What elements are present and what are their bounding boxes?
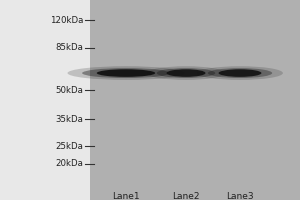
Ellipse shape <box>68 66 184 80</box>
Text: Lane2: Lane2 <box>172 192 200 200</box>
Ellipse shape <box>157 68 215 78</box>
Ellipse shape <box>167 69 206 77</box>
Ellipse shape <box>197 66 283 80</box>
Text: 50kDa: 50kDa <box>56 86 83 95</box>
Text: Lane3: Lane3 <box>226 192 254 200</box>
Ellipse shape <box>147 66 225 80</box>
Text: 25kDa: 25kDa <box>56 142 83 151</box>
Ellipse shape <box>208 68 272 78</box>
Ellipse shape <box>218 69 262 77</box>
Text: 85kDa: 85kDa <box>56 43 83 52</box>
Text: 35kDa: 35kDa <box>56 115 83 124</box>
Ellipse shape <box>82 68 170 78</box>
Text: 20kDa: 20kDa <box>56 160 83 168</box>
Bar <box>90 0 300 200</box>
Text: 120kDa: 120kDa <box>50 16 83 25</box>
Text: Lane1: Lane1 <box>112 192 140 200</box>
Ellipse shape <box>97 69 155 77</box>
